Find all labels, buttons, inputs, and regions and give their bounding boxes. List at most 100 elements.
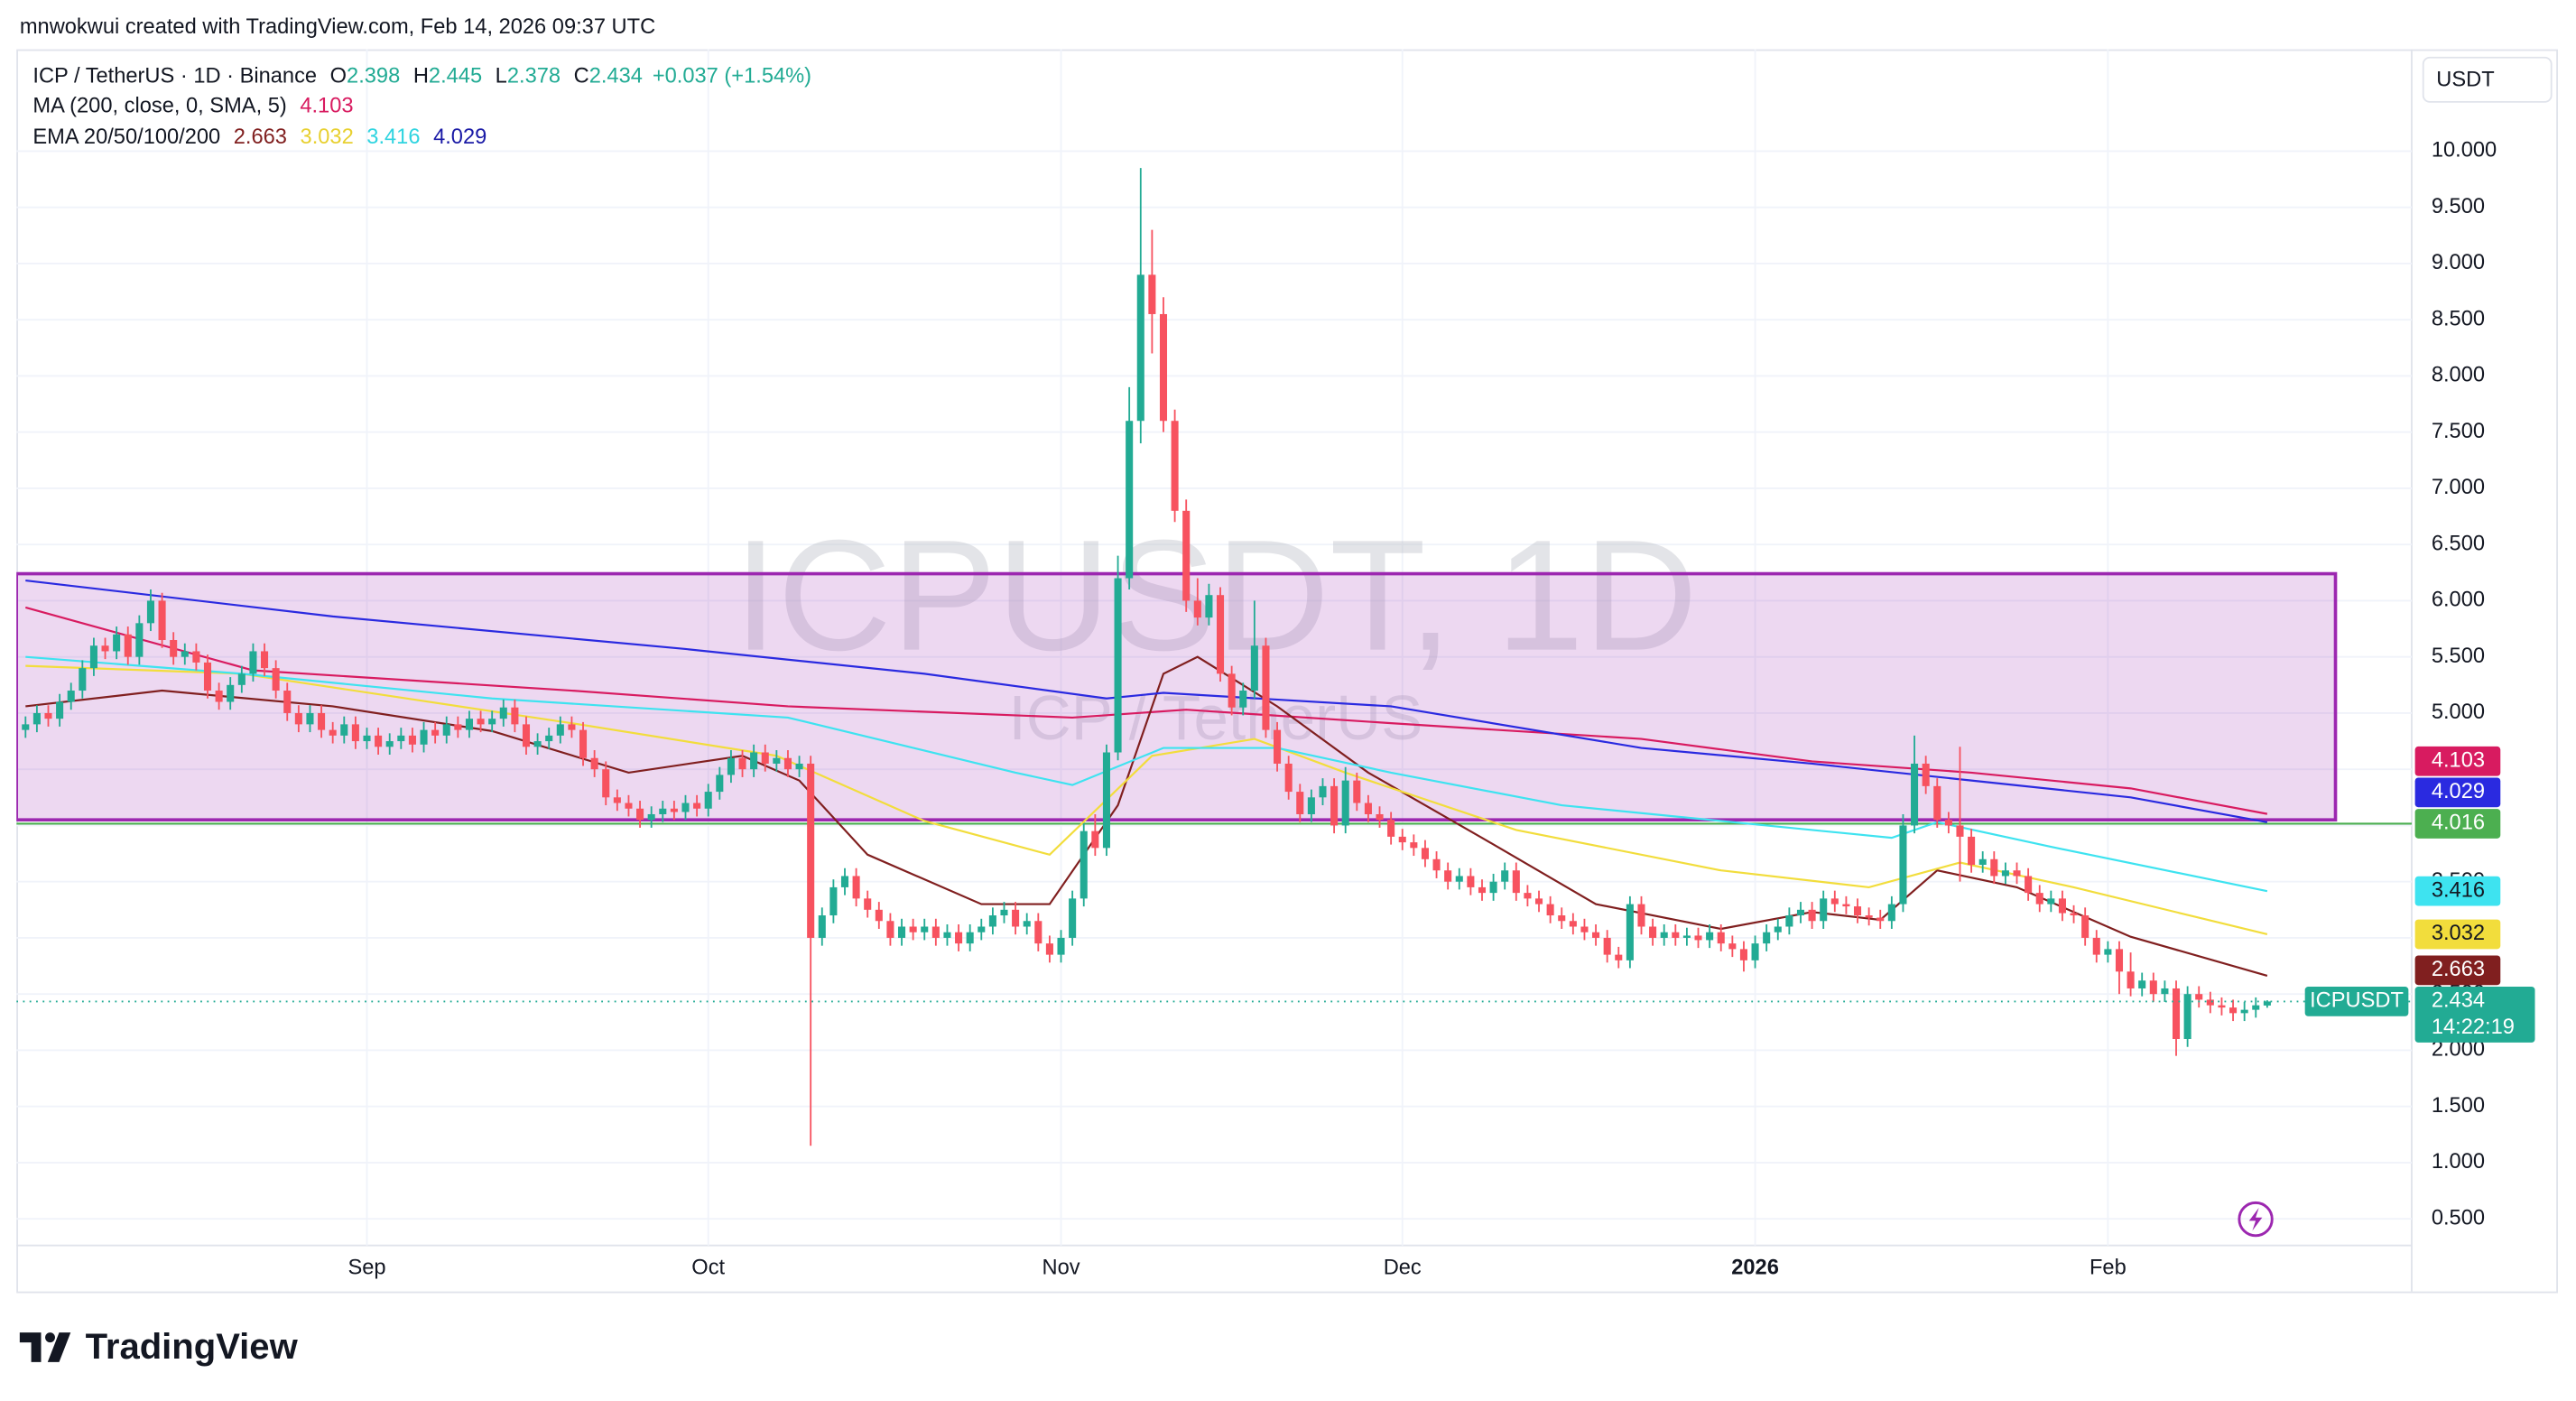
candle-body [146,600,154,624]
candle-body [2240,1009,2248,1014]
y-tick-label: 8.500 [2432,307,2485,330]
candle-body [1842,904,1850,907]
candle-body [750,752,758,770]
candle-body [613,797,621,803]
candle-body [1558,915,1566,922]
candle-body [1284,763,1293,793]
candle-body [2138,980,2146,988]
candle-body [1489,881,1497,894]
candle-body [499,707,507,719]
candle-body [864,898,872,910]
candle-body [1045,943,1053,955]
candle-body [22,724,30,730]
currency-box[interactable] [2422,56,2553,103]
axis-layer: 0.5001.0001.5002.0002.5003.0003.5004.000… [347,139,2535,1279]
candle-body [1739,949,1747,960]
candle-body [1262,645,1270,730]
ema-value: 3.416 [366,125,420,149]
price-tag-label: 3.032 [2432,922,2485,945]
candle-body [1944,820,1952,826]
candle-body [1274,729,1282,764]
candle-body [477,719,485,725]
symbol: ICP / TetherUS · 1D · Binance [32,65,317,88]
candle-body [1000,909,1008,916]
legend-row: EMA 20/50/100/200 2.663 3.032 3.416 4.029 [32,125,486,149]
price-tag-label: 4.103 [2432,749,2485,773]
y-tick-label: 8.000 [2432,364,2485,387]
candle-body [761,752,769,764]
candle-body [1398,836,1406,843]
candle-body [431,729,440,736]
candle-body [1569,921,1577,927]
ma-label: MA (200, close, 0, SMA, 5) [32,95,286,118]
candle-body [1751,943,1759,960]
y-tick-label: 10.000 [2432,139,2497,162]
candle-body [124,634,132,657]
candle-body [1626,904,1634,960]
candle-body [2035,893,2043,905]
candle-body [2263,1001,2271,1006]
candle-body [1717,932,1725,944]
candle-body [1069,898,1077,938]
candle-body [1820,898,1828,922]
candle-body [351,724,359,742]
candle-body [249,651,257,674]
candle-body [670,808,678,812]
legend-row: ICP / TetherUS · 1D · Binance O2.398 H2.44… [32,65,811,88]
candle-body [1467,876,1475,887]
plot-area [16,168,2412,1146]
candle-body [1341,780,1349,826]
indicator-line [24,606,2268,815]
candle-body [1672,932,1680,938]
price-tag-label: 4.016 [2432,812,2485,835]
alert-icon[interactable] [2238,1201,2274,1238]
candle-body [2183,994,2191,1039]
y-tick-label: 5.000 [2432,700,2485,724]
candle-body [1171,421,1179,511]
candle-body [283,691,292,713]
legend-row: MA (200, close, 0, SMA, 5) 4.103 [32,95,353,118]
candle-body [2206,999,2214,1006]
candle-body [1353,780,1361,803]
ohlc-letter: L [496,65,507,88]
candle-body [227,684,235,702]
y-tick-label: 6.500 [2432,532,2485,555]
candle-body [340,724,348,736]
candle-body [1455,876,1463,882]
legend: ICP / TetherUS · 1D · Binance O2.398 H2.44… [32,65,811,149]
candle-body [1228,673,1236,708]
candle-body [1148,274,1156,314]
candle-body [693,803,701,809]
candle-body [67,691,75,702]
candle-body [1603,937,1611,955]
candle-body [727,757,735,775]
x-tick-label: Dec [1384,1256,1422,1279]
candle-body [897,926,906,938]
price-tag [2414,955,2501,986]
candle-body [2013,870,2021,877]
candle-body [1080,830,1088,899]
candle-body [2092,937,2100,955]
candle-body [32,712,41,725]
candle-body [135,623,144,657]
candle-body [716,775,724,793]
ma-value: 4.103 [300,95,353,118]
candle-body [1501,870,1509,882]
candle-body [1933,785,1941,821]
ema-label: EMA 20/50/100/200 [32,125,220,149]
close-value: 2.434 [589,65,643,88]
currency[interactable]: USDT [2436,68,2494,91]
candle-body [1432,858,1441,871]
x-tick-label: Feb [2090,1256,2127,1279]
price-tag [2414,876,2501,906]
candle-body [2025,876,2033,894]
candle-body [454,724,462,730]
candle-body [1808,909,1816,922]
candle-body [1159,313,1168,422]
candle-body [1956,825,1964,837]
candle-body [1649,926,1657,938]
candle-body [511,707,519,725]
candle-body [829,886,838,916]
ohlc-letter: H [413,65,429,88]
